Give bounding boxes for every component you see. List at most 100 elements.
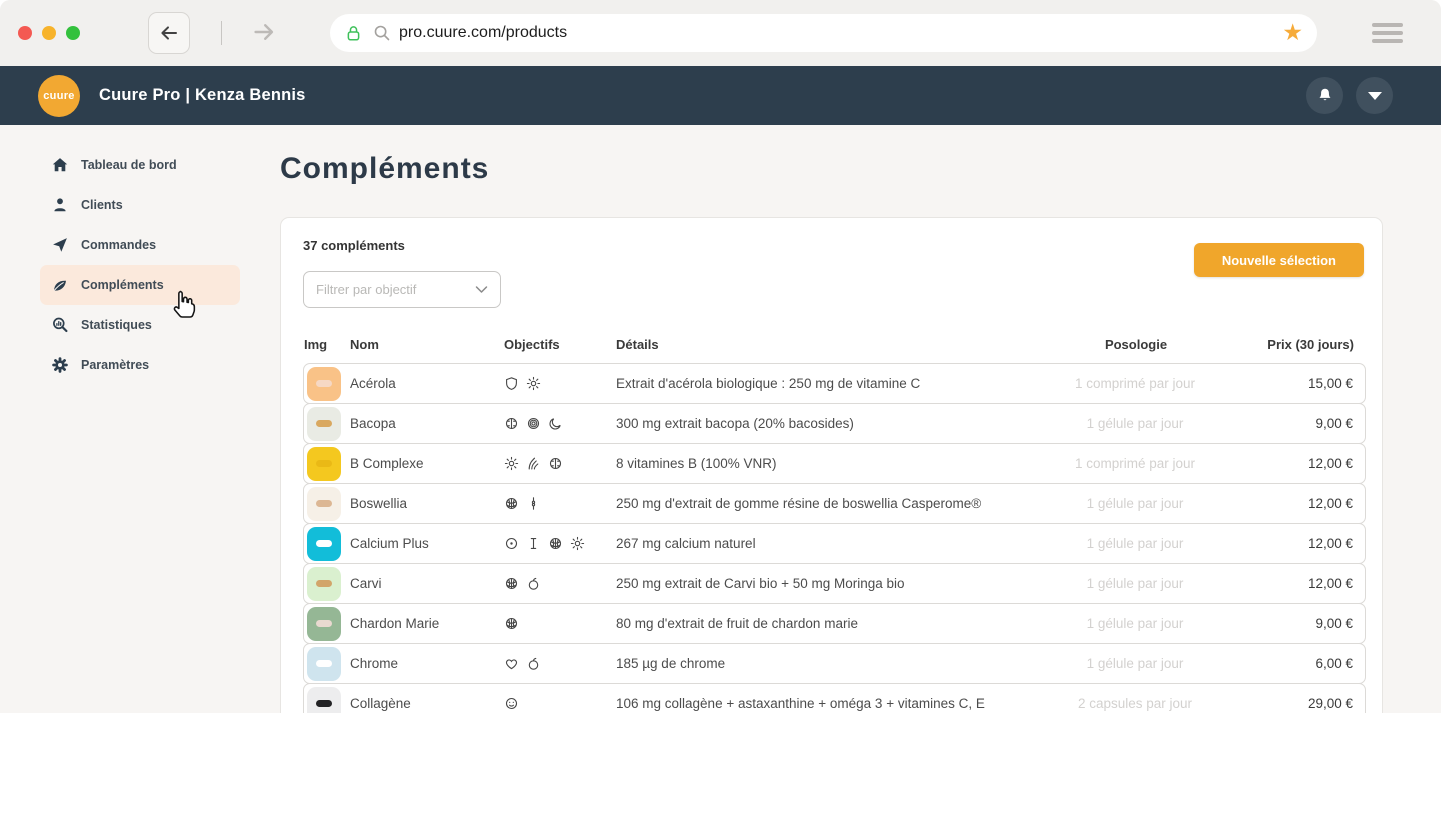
supplements-card: 37 compléments Filtrer par objectif Nouv… xyxy=(280,217,1383,713)
supplement-details: Extrait d'acérola biologique : 250 mg de… xyxy=(616,376,921,391)
supplement-details: 300 mg extrait bacopa (20% bacosides) xyxy=(616,416,854,431)
sidebar-item-clients[interactable]: Clients xyxy=(40,185,240,225)
address-bar[interactable]: pro.cuure.com/products ★ xyxy=(330,14,1317,52)
sidebar-item-label: Tableau de bord xyxy=(81,158,177,172)
sidebar-item-parametres[interactable]: Paramètres xyxy=(40,345,240,385)
sidebar-item-label: Commandes xyxy=(81,238,157,252)
bookmark-star-icon[interactable]: ★ xyxy=(1282,19,1303,46)
supplement-price: 12,00 € xyxy=(1307,576,1353,591)
supplement-price: 15,00 € xyxy=(1307,376,1353,391)
sidebar-item-tableau-de-bord[interactable]: Tableau de bord xyxy=(40,145,240,185)
table-row-calcium-plus[interactable]: Calcium Plus 267 mg calcium naturel 1 gé… xyxy=(303,523,1366,564)
supplement-thumbnail xyxy=(307,606,341,641)
minimize-window-button[interactable] xyxy=(42,26,56,40)
new-selection-button[interactable]: Nouvelle sélection xyxy=(1193,243,1364,277)
supplement-thumbnail xyxy=(307,646,341,681)
supplement-name: Boswellia xyxy=(350,496,408,511)
maximize-window-button[interactable] xyxy=(66,26,80,40)
objectives-cell xyxy=(504,456,616,471)
close-window-button[interactable] xyxy=(18,26,32,40)
table-row-acerola[interactable]: Acérola Extrait d'acérola biologique : 2… xyxy=(303,363,1366,404)
capsule-image xyxy=(316,380,332,387)
supplement-name: Acérola xyxy=(350,376,396,391)
table-header: Img Nom Objectifs Détails Posologie Prix… xyxy=(303,329,1366,359)
notifications-button[interactable] xyxy=(1306,77,1343,114)
supplement-price: 29,00 € xyxy=(1307,696,1353,711)
fingerprint-icon xyxy=(526,416,541,431)
page-title: Compléments xyxy=(280,152,490,185)
table-row-boswellia[interactable]: Boswellia 250 mg d'extrait de gomme rési… xyxy=(303,483,1366,524)
sidebar-item-statistiques[interactable]: Statistiques xyxy=(40,305,240,345)
brain-icon xyxy=(548,456,563,471)
supplement-dosage: 1 comprimé par jour xyxy=(1074,456,1196,471)
person-icon xyxy=(51,196,69,214)
column-header-details: Détails xyxy=(616,336,659,352)
supplement-details: 250 mg extrait de Carvi bio + 50 mg Mori… xyxy=(616,576,905,591)
filter-objective-select[interactable]: Filtrer par objectif xyxy=(303,271,501,308)
sidebar-item-label: Paramètres xyxy=(81,358,150,372)
supplement-price: 12,00 € xyxy=(1307,456,1353,471)
menu-bar xyxy=(1372,31,1403,35)
supplement-details: 267 mg calcium naturel xyxy=(616,536,756,551)
main-content: Compléments 37 compléments Filtrer par o… xyxy=(280,125,1441,713)
capsule-image xyxy=(316,500,332,507)
supplement-dosage: 1 gélule par jour xyxy=(1086,496,1184,511)
table-row-collagene[interactable]: Collagène 106 mg collagène + astaxanthin… xyxy=(303,683,1366,713)
supplement-details: 106 mg collagène + astaxanthine + oméga … xyxy=(616,696,985,711)
app-header: cuure Cuure Pro | Kenza Bennis xyxy=(0,66,1441,125)
supplements-count: 37 compléments xyxy=(303,238,405,253)
supplement-name: Bacopa xyxy=(350,416,396,431)
supplement-thumbnail xyxy=(307,446,341,481)
supplement-price: 12,00 € xyxy=(1307,496,1353,511)
supplement-dosage: 1 comprimé par jour xyxy=(1074,376,1196,391)
sidebar-item-label: Statistiques xyxy=(81,318,152,332)
table-row-carvi[interactable]: Carvi 250 mg extrait de Carvi bio + 50 m… xyxy=(303,563,1366,604)
browser-back-button[interactable] xyxy=(148,12,190,54)
capsule-image xyxy=(316,580,332,587)
chevron-down-icon xyxy=(475,286,488,293)
sun-icon xyxy=(570,536,585,551)
table-row-chardon-marie[interactable]: Chardon Marie 80 mg d'extrait de fruit d… xyxy=(303,603,1366,644)
leaf-icon xyxy=(51,276,69,294)
shield-icon xyxy=(504,376,519,391)
table-row-bacopa[interactable]: Bacopa 300 mg extrait bacopa (20% bacosi… xyxy=(303,403,1366,444)
supplement-details: 80 mg d'extrait de fruit de chardon mari… xyxy=(616,616,858,631)
objectives-cell xyxy=(504,656,616,671)
chevron-down-icon xyxy=(1367,91,1382,100)
sidebar-item-label: Clients xyxy=(81,198,123,212)
brain-icon xyxy=(504,416,519,431)
capsule-image xyxy=(316,660,332,667)
toolbar-divider xyxy=(221,21,222,45)
supplement-dosage: 1 gélule par jour xyxy=(1086,536,1184,551)
objectives-cell xyxy=(504,696,616,711)
account-menu-button[interactable] xyxy=(1356,77,1393,114)
browser-forward-button[interactable] xyxy=(252,21,276,48)
sidebar-item-complements[interactable]: Compléments xyxy=(40,265,240,305)
table-row-chrome[interactable]: Chrome 185 µg de chrome 1 gélule par jou… xyxy=(303,643,1366,684)
back-arrow-icon xyxy=(161,26,177,40)
capsule-image xyxy=(316,620,332,627)
supplement-dosage: 1 gélule par jour xyxy=(1086,576,1184,591)
supplement-thumbnail xyxy=(307,366,341,401)
cell-icon xyxy=(504,536,519,551)
artichoke-icon xyxy=(548,536,563,551)
supplement-details: 8 vitamines B (100% VNR) xyxy=(616,456,777,471)
browser-toolbar: pro.cuure.com/products ★ xyxy=(0,0,1441,66)
supplement-thumbnail xyxy=(307,686,341,713)
column-header-price: Prix (30 jours) xyxy=(1267,336,1354,352)
sun-icon xyxy=(526,376,541,391)
home-icon xyxy=(51,156,69,174)
cuure-logo[interactable]: cuure xyxy=(38,74,80,117)
table-row-b-complexe[interactable]: B Complexe 8 vitamines B (100% VNR) 1 co… xyxy=(303,443,1366,484)
sidebar-nav: Tableau de bord Clients Commandes Complé… xyxy=(0,125,280,713)
sidebar-item-commandes[interactable]: Commandes xyxy=(40,225,240,265)
send-icon xyxy=(51,236,69,254)
browser-menu-button[interactable] xyxy=(1372,23,1403,43)
supplement-name: Chardon Marie xyxy=(350,616,440,631)
objectives-cell xyxy=(504,376,616,391)
heart-icon xyxy=(504,656,519,671)
supplement-price: 9,00 € xyxy=(1315,616,1353,631)
supplement-dosage: 1 gélule par jour xyxy=(1086,656,1184,671)
joint-icon xyxy=(526,496,541,511)
forward-arrow-icon xyxy=(254,24,274,40)
